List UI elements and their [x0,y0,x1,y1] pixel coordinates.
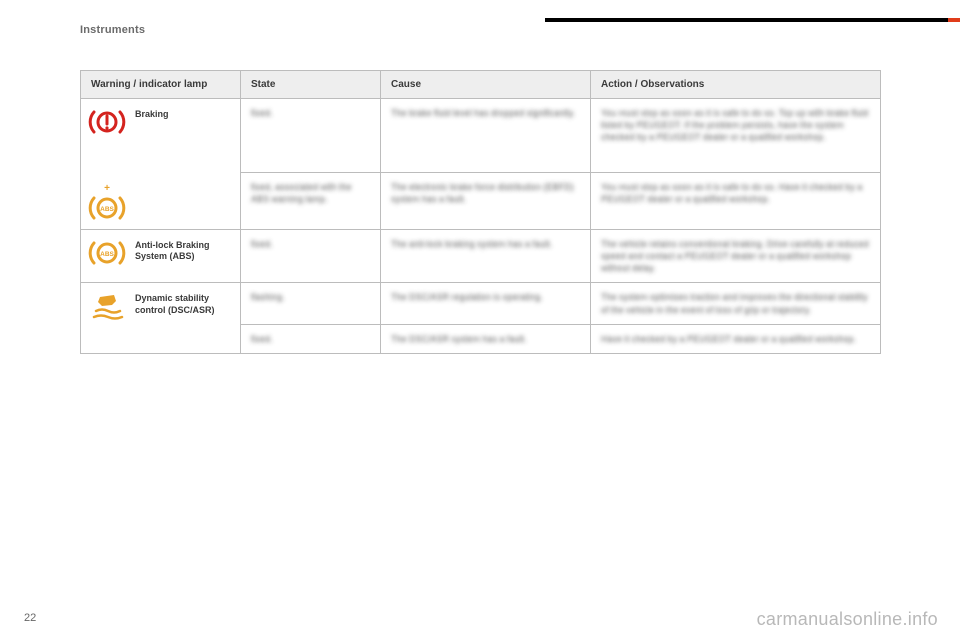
cell-state: flashing. [241,283,381,324]
lamp-cell-abs: ABS Anti-lock Braking System (ABS) [81,230,241,283]
brake-warning-icon [87,105,127,137]
svg-text:ABS: ABS [100,206,114,213]
col-header-lamp: Warning / indicator lamp [81,71,241,99]
warning-lamp-table-wrap: Warning / indicator lamp State Cause Act… [80,70,880,354]
svg-text:+: + [104,183,110,194]
cell-action: The system optimises traction and improv… [591,283,881,324]
cell-state: fixed. [241,99,381,173]
svg-text:ABS: ABS [100,251,114,258]
col-header-cause: Cause [381,71,591,99]
lamp-label: Braking [135,105,169,120]
dsc-warning-icon [87,289,127,325]
col-header-state: State [241,71,381,99]
page-number: 22 [24,612,36,624]
cell-state: fixed. [241,230,381,283]
cell-state: fixed. [241,324,381,353]
lamp-label: Anti-lock Braking System (ABS) [135,236,234,263]
page: Instruments Warning / indicator lamp Sta… [0,0,960,640]
cell-cause: The anti-lock braking system has a fault… [381,230,591,283]
cell-cause: The electronic brake force distribution … [381,172,591,229]
watermark: carmanualsonline.info [757,609,938,630]
cell-action: You must stop as soon as it is safe to d… [591,172,881,229]
top-accent-bar [545,18,960,22]
table-row: ABS Anti-lock Braking System (ABS) fixed… [81,230,881,283]
cell-action: The vehicle retains conventional braking… [591,230,881,283]
abs-warning-icon: ABS [87,236,127,268]
lamp-cell-dsc: Dynamic stability control (DSC/ASR) [81,283,241,353]
cell-cause: The DSC/ASR system has a fault. [381,324,591,353]
abs-plus-warning-icon: + ABS [87,181,127,223]
cell-action: Have it checked by a PEUGEOT dealer or a… [591,324,881,353]
cell-state: fixed, associated with the ABS warning l… [241,172,381,229]
table-header-row: Warning / indicator lamp State Cause Act… [81,71,881,99]
cell-cause: The DSC/ASR regulation is operating. [381,283,591,324]
warning-lamp-table: Warning / indicator lamp State Cause Act… [80,70,881,354]
section-title: Instruments [80,24,145,36]
table-row: Dynamic stability control (DSC/ASR) flas… [81,283,881,324]
lamp-cell-braking: Braking + [81,99,241,230]
cell-cause: The brake fluid level has dropped signif… [381,99,591,173]
table-row: Braking + [81,99,881,173]
cell-action: You must stop as soon as it is safe to d… [591,99,881,173]
lamp-label: Dynamic stability control (DSC/ASR) [135,289,234,316]
col-header-action: Action / Observations [591,71,881,99]
